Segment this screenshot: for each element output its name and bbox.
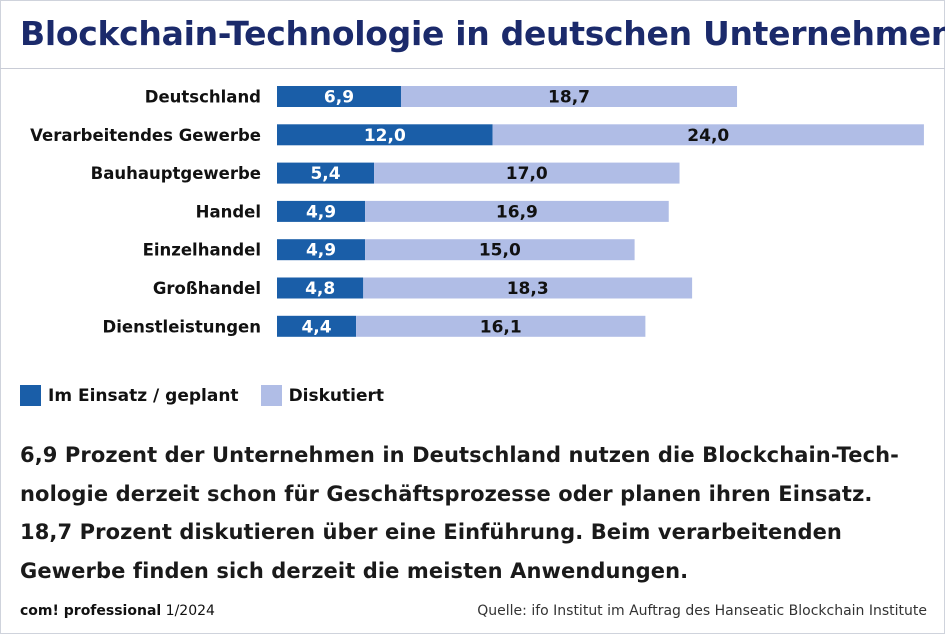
data-label-series1: 4,4 xyxy=(301,317,331,337)
category-label: Handel xyxy=(196,202,261,221)
data-label-series1: 4,9 xyxy=(306,202,336,222)
bar-series2 xyxy=(400,86,738,107)
title-divider xyxy=(0,68,945,69)
data-label-series2: 24,0 xyxy=(687,126,729,146)
bar-series2 xyxy=(356,315,646,337)
bar-series1 xyxy=(277,239,366,261)
bar-series1 xyxy=(277,162,375,184)
category-label: Deutschland xyxy=(145,88,261,107)
brand-name: com! professional xyxy=(20,603,162,619)
bar-chart: Deutschland 6,9 18,7 Verarbeitendes Gewerbe… xyxy=(30,86,924,337)
issue-number: 1/2024 xyxy=(165,603,215,619)
data-label-series2: 16,9 xyxy=(496,202,538,222)
category-label: Einzelhandel xyxy=(143,241,261,260)
data-label-series1: 4,9 xyxy=(306,241,336,261)
legend-item-series2: Diskutiert xyxy=(260,385,385,406)
data-label-series1: 5,4 xyxy=(310,164,340,184)
bar-series2 xyxy=(374,162,680,184)
category-label: Bauhauptgewerbe xyxy=(91,164,261,183)
bar-series1 xyxy=(277,277,364,299)
category-label: Dienstleistungen xyxy=(103,317,261,336)
legend-item-series1: Im Einsatz / geplant xyxy=(20,385,239,406)
legend-swatch-series2 xyxy=(260,385,282,406)
bar-series2 xyxy=(365,239,635,261)
bar-series1 xyxy=(277,200,366,222)
data-label-series2: 16,1 xyxy=(480,317,522,337)
category-label: Verarbeitendes Gewerbe xyxy=(30,126,261,145)
bar-series2 xyxy=(365,200,669,222)
footer-brand: com! professional 1/2024 xyxy=(20,603,215,619)
bar-series2 xyxy=(492,124,924,146)
category-label: Großhandel xyxy=(153,279,261,298)
bar-series1 xyxy=(277,86,401,107)
description-text: 6,9 Prozent der Unternehmen in Deutschla… xyxy=(20,443,899,583)
data-label-series2: 18,7 xyxy=(548,88,590,108)
data-label-series2: 15,0 xyxy=(479,241,521,261)
bar-series2 xyxy=(363,277,693,299)
legend: Im Einsatz / geplant Diskutiert xyxy=(20,385,406,406)
data-label-series1: 12,0 xyxy=(364,126,406,146)
legend-swatch-series1 xyxy=(20,385,41,406)
bar-series1 xyxy=(277,124,493,146)
data-label-series2: 18,3 xyxy=(507,279,549,299)
data-label-series2: 17,0 xyxy=(506,164,548,184)
data-label-series1: 4,8 xyxy=(305,279,335,299)
legend-label-series1: Im Einsatz / geplant xyxy=(48,385,239,406)
legend-label-series2: Diskutiert xyxy=(288,385,385,406)
bar-series1 xyxy=(277,315,357,337)
chart-title: Blockchain-Technologie in deutschen Unte… xyxy=(20,14,945,53)
data-label-series1: 6,9 xyxy=(324,88,354,108)
footer-source: Quelle: ifo Institut im Auftrag des Hans… xyxy=(477,603,927,619)
